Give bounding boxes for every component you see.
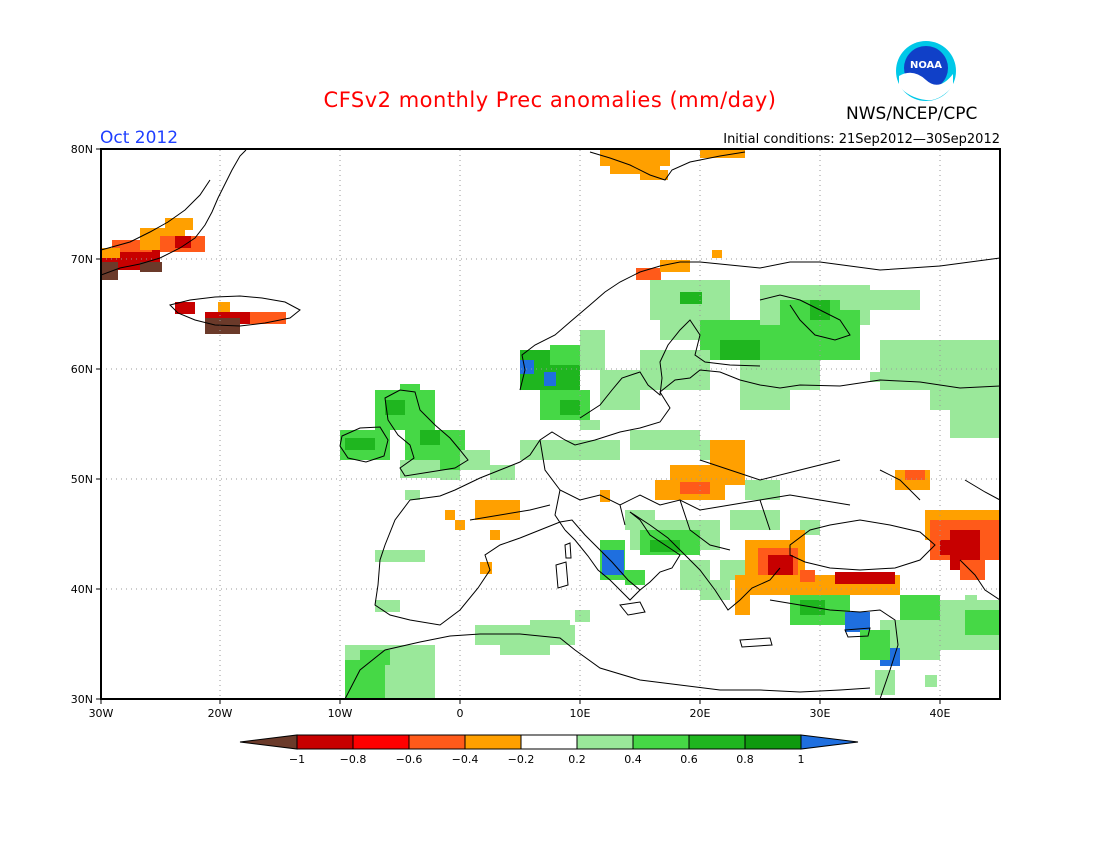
colorbar-label: −0.6 [396, 753, 423, 766]
north-norway-anomaly [636, 250, 722, 280]
colorbar-label: −0.2 [508, 753, 535, 766]
forecast-month: Oct 2012 [100, 128, 179, 148]
anomaly-shading [101, 150, 1000, 699]
agency-label: NWS/NCEP/CPC [846, 104, 978, 124]
colorbar-label: −0.4 [452, 753, 479, 766]
iberia-north-africa-anomaly [345, 550, 590, 699]
initial-conditions: Initial conditions: 21Sep2012—30Sep2012 [723, 132, 1000, 147]
lon-label-10e: 10E [570, 707, 591, 720]
british-isles-anomaly [340, 384, 490, 500]
colorbar-label: −0.8 [340, 753, 367, 766]
scandinavia-russia-anomaly [580, 280, 1000, 438]
lat-labels: 80N 70N 60N 50N 40N 30N [71, 143, 93, 706]
lon-label-30e: 30E [810, 707, 831, 720]
chart-title: CFSv2 monthly Prec anomalies (mm/day) [323, 88, 777, 112]
noaa-logo-text: NOAA [910, 60, 942, 71]
colorbar [239, 734, 859, 750]
greenland-anomaly [101, 218, 205, 280]
lon-label-30w: 30W [89, 707, 114, 720]
caucasus-anomaly [925, 510, 1000, 580]
iceland-anomaly [175, 302, 286, 334]
lat-label-60n: 60N [71, 363, 93, 376]
colorbar-swatch-1 [296, 734, 354, 750]
lon-label-0: 0 [457, 707, 464, 720]
svalbard-anomaly [600, 150, 745, 180]
colorbar-swatch-7 [632, 734, 690, 750]
coastlines [101, 149, 1000, 699]
colorbar-swatch-2 [352, 734, 410, 750]
colorbar-label: 0.8 [736, 753, 754, 766]
lon-labels: 30W 20W 10W 0 10E 20E 30E 40E [89, 707, 951, 720]
map-frame [100, 148, 1001, 700]
colorbar-label: 1 [798, 753, 805, 766]
lon-label-20w: 20W [208, 707, 233, 720]
tick-marks [96, 148, 941, 704]
lon-label-20e: 20E [690, 707, 711, 720]
eastern-med-anomaly [790, 595, 1000, 695]
colorbar-swatch-6 [576, 734, 634, 750]
colorbar-label: 0.2 [568, 753, 586, 766]
lat-label-40n: 40N [71, 583, 93, 596]
lat-label-30n: 30N [71, 693, 93, 706]
colorbar-swatch-3 [408, 734, 466, 750]
turkey-anomaly [735, 530, 900, 615]
colorbar-label: 0.6 [680, 753, 698, 766]
colorbar-label: 0.4 [624, 753, 642, 766]
lon-label-40e: 40E [930, 707, 951, 720]
colorbar-swatch-below-minus-1 [239, 734, 298, 750]
colorbar-label: −1 [289, 753, 305, 766]
lat-label-50n: 50N [71, 473, 93, 486]
lat-label-70n: 70N [71, 253, 93, 266]
colorbar-swatch-8 [688, 734, 746, 750]
colorbar-swatch-above-1 [800, 734, 859, 750]
south-norway-anomaly [520, 345, 600, 430]
colorbar-swatch-5 [520, 734, 578, 750]
lon-label-10w: 10W [328, 707, 353, 720]
colorbar-swatch-9 [744, 734, 802, 750]
noaa-logo: NOAA [896, 41, 956, 101]
colorbar-swatch-4 [464, 734, 522, 750]
lat-label-80n: 80N [71, 143, 93, 156]
colorbar-labels: −1 −0.8 −0.6 −0.4 −0.2 0.2 0.4 0.6 0.8 1 [289, 753, 805, 766]
poland-anomaly [655, 440, 930, 500]
france-anomaly [445, 490, 610, 574]
italy-balkans-anomaly [600, 510, 820, 600]
